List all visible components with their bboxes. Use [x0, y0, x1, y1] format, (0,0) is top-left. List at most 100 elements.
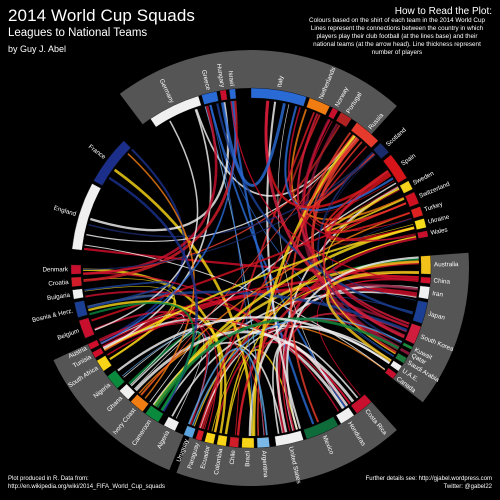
- country-label-hungary: Hungary: [215, 63, 226, 88]
- country-arc-bulgaria: [72, 288, 84, 300]
- chord: [134, 330, 355, 403]
- country-label-italy: Italy: [276, 74, 285, 87]
- country-label-spain: Spain: [400, 152, 418, 167]
- country-arc-algeria: [163, 416, 180, 432]
- country-arc-mexico: [303, 416, 339, 440]
- chord: [230, 101, 315, 425]
- chord: [225, 235, 417, 435]
- country-arc-ukraine: [414, 218, 427, 230]
- country-arc-sweden: [399, 180, 414, 194]
- chord: [191, 317, 403, 426]
- country-arc-scotland: [373, 142, 390, 160]
- flow-chords: [82, 100, 419, 437]
- chord: [141, 134, 354, 396]
- country-arc-tunisia: [91, 347, 105, 359]
- chord: [83, 105, 218, 276]
- country-label-belgium: Belgium: [57, 327, 81, 341]
- chord: [209, 105, 254, 436]
- chord: [122, 331, 210, 425]
- country-label-brazil: Brazil: [244, 451, 251, 467]
- country-arc-belgium: [78, 317, 95, 339]
- chord: [230, 101, 419, 283]
- country-label-bosnia-herz: Bosnia & Herz.: [31, 307, 74, 324]
- region-band-asia: [392, 252, 469, 403]
- chord: [216, 103, 414, 315]
- country-arc-wales: [417, 230, 429, 239]
- country-label-france: France: [87, 143, 107, 161]
- country-arc-greece: [201, 91, 219, 105]
- country-label-chile: Chile: [229, 449, 237, 464]
- chord: [86, 137, 358, 242]
- country-arc-hungary: [219, 89, 228, 101]
- chord: [85, 290, 351, 405]
- chord: [198, 145, 368, 429]
- chord: [82, 268, 223, 433]
- chord: [88, 300, 227, 434]
- chord: [94, 120, 199, 331]
- country-arc-england: [71, 183, 102, 251]
- country-arcs: [70, 87, 432, 449]
- country-arc-australia: [420, 255, 432, 275]
- chord: [318, 152, 402, 344]
- country-arc-netherlands: [306, 97, 331, 116]
- chord: [286, 256, 419, 430]
- country-label-turkey: Turkey: [423, 200, 444, 213]
- chord: [161, 291, 417, 412]
- chord: [84, 281, 170, 309]
- country-arc-iran: [418, 285, 431, 300]
- data-source-note: Plot produced in R. Data from: http://en…: [8, 476, 165, 491]
- country-arc-costa-rica: [350, 394, 372, 414]
- chord: [88, 152, 375, 238]
- twitter-handle[interactable]: Twitter: @gabel22: [443, 483, 492, 490]
- chord: [100, 313, 185, 386]
- source-line-1: Plot produced in R. Data from:: [8, 476, 89, 482]
- country-arc-south-africa: [96, 355, 113, 372]
- country-arc-u-a-e: [389, 360, 403, 372]
- country-arc-united-states: [274, 430, 304, 447]
- country-arc-ivory-coast: [130, 394, 149, 413]
- chord: [275, 341, 349, 433]
- country-arc-cameroon: [144, 405, 164, 423]
- page-subtitle: Leagues to National Teams: [8, 27, 148, 39]
- chord: [201, 111, 316, 430]
- chord: [323, 169, 410, 234]
- details-line[interactable]: Further details see: http://gjabel.wordp…: [365, 476, 492, 482]
- country-arc-denmark: [70, 264, 82, 275]
- country-label-argentina: Argentina: [260, 450, 269, 478]
- country-arc-argentina: [256, 436, 271, 449]
- country-arc-nigeria: [106, 370, 125, 389]
- chord: [325, 270, 419, 363]
- chord: [304, 120, 412, 232]
- country-label-japan: Japan: [427, 311, 446, 322]
- country-arc-kuwait: [402, 342, 414, 350]
- region-bands: [53, 50, 469, 486]
- country-label-england: England: [53, 205, 78, 219]
- country-arc-ghana: [119, 383, 136, 400]
- source-url[interactable]: http://en.wikipedia.org/wiki/2014_FIFA_W…: [8, 483, 165, 490]
- chord: [264, 100, 406, 338]
- country-arc-uruguay: [183, 425, 196, 439]
- country-label-sweden: Sweden: [412, 170, 436, 187]
- chord: [117, 316, 391, 372]
- country-arc-croatia: [71, 276, 83, 288]
- chord: [332, 218, 416, 301]
- country-arc-turkey: [410, 206, 424, 219]
- country-label-greece: Greece: [200, 69, 212, 91]
- country-label-scotland: Scotland: [385, 126, 408, 148]
- chord: [91, 202, 407, 322]
- country-label-australia: Australia: [434, 261, 459, 268]
- country-arc-canada: [384, 367, 397, 380]
- country-arc-japan: [412, 300, 428, 324]
- chord: [113, 168, 254, 437]
- country-arc-chile: [228, 436, 240, 448]
- country-arc-colombia: [216, 434, 228, 447]
- country-label-israel: Israel: [227, 70, 236, 86]
- chord: [281, 278, 419, 432]
- legend-heading: How to Read the Plot:: [394, 6, 492, 17]
- details-note: Further details see: http://gjabel.wordp…: [366, 476, 492, 491]
- author-credit: by Guy J. Abel: [8, 44, 67, 54]
- country-arc-austria: [87, 339, 100, 350]
- chord: [104, 322, 265, 436]
- country-arc-qatar: [399, 347, 411, 356]
